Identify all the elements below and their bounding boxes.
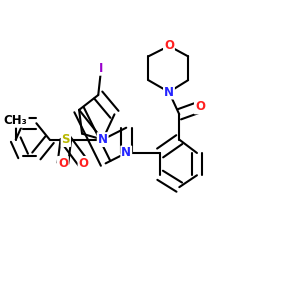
Text: I: I xyxy=(99,62,103,75)
Text: N: N xyxy=(164,85,174,98)
Text: N: N xyxy=(121,146,131,160)
Text: O: O xyxy=(58,157,68,170)
Text: O: O xyxy=(164,40,174,52)
Text: CH₃: CH₃ xyxy=(4,114,28,127)
Text: N: N xyxy=(98,133,108,146)
Text: O: O xyxy=(195,100,205,113)
Text: S: S xyxy=(61,133,70,146)
Text: O: O xyxy=(79,157,88,170)
